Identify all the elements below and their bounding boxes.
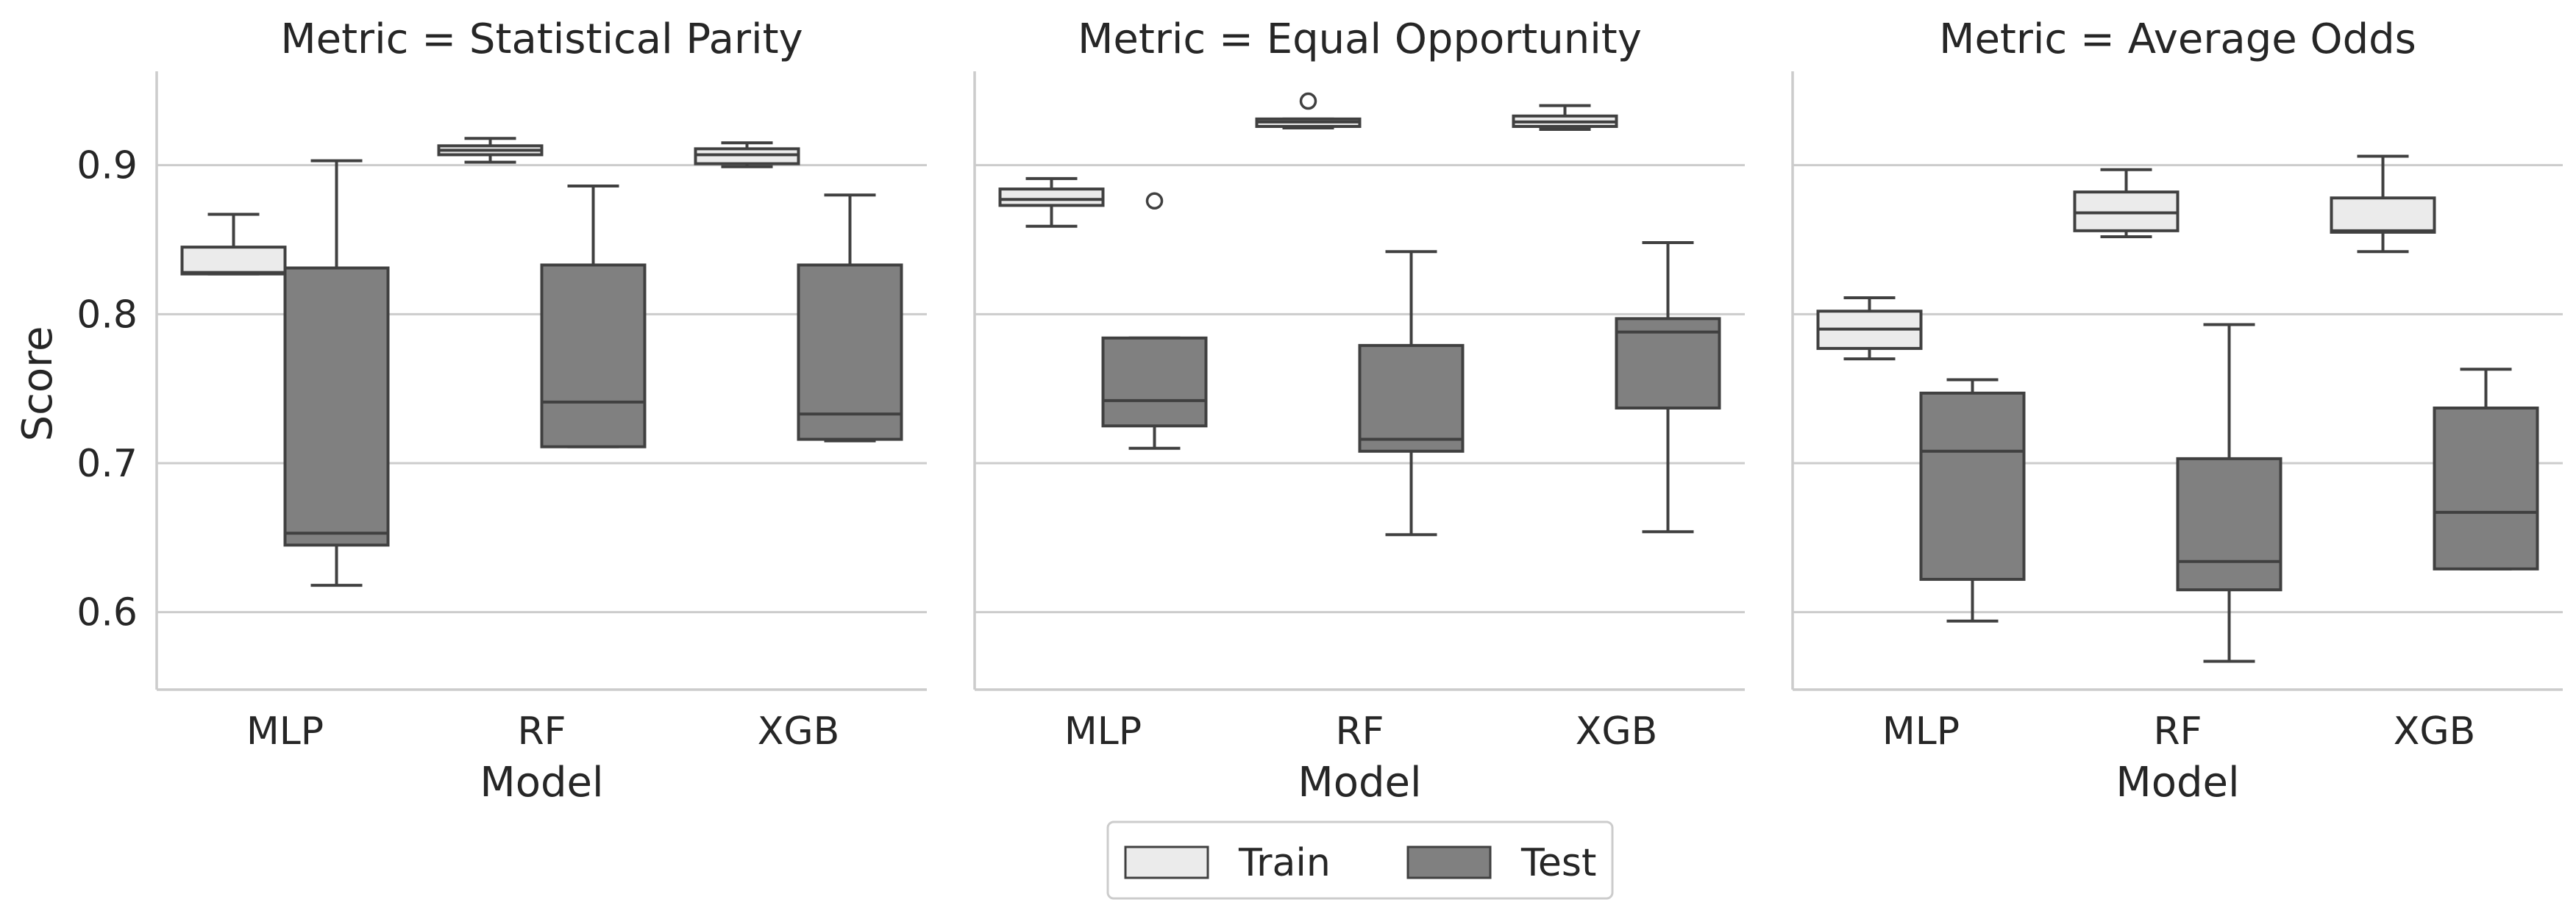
box-test-mlp: [283, 159, 390, 587]
box-train-mlp: [180, 212, 287, 276]
box-test-rf: [1358, 250, 1465, 537]
box-iqr: [1101, 336, 1208, 428]
x-tick-label-xgb: XGB: [758, 709, 840, 754]
y-tick-label: 0.6: [77, 591, 138, 635]
box-iqr: [1919, 391, 2026, 582]
box-iqr: [2433, 406, 2539, 571]
box-train-xgb: [2330, 154, 2436, 254]
x-tick-label-rf: RF: [517, 709, 566, 754]
x-axis-label: Model: [2116, 759, 2239, 807]
panel-3: MLP RF XGB Model Metric = Average Odds: [1791, 15, 2563, 807]
x-tick-label-rf: RF: [2153, 709, 2202, 754]
legend-swatch-train: [1124, 845, 1209, 879]
box-train-rf: [437, 137, 544, 164]
x-tick-label-mlp: MLP: [246, 709, 324, 754]
panel-title: Metric = Average Odds: [1939, 15, 2416, 63]
x-tick-label-mlp: MLP: [1064, 709, 1142, 754]
legend: Train Test: [1106, 820, 1614, 900]
box-test-xgb: [2433, 368, 2539, 571]
x-tick-label-rf: RF: [1335, 709, 1384, 754]
legend-frame: [1106, 820, 1614, 900]
box-train-rf: [2073, 168, 2180, 238]
box-train-mlp: [1816, 296, 1923, 361]
box-test-mlp: [1919, 378, 2026, 623]
panel-2: MLP RF XGB Model Metric = Equal Opportunity: [973, 15, 1745, 807]
panel-title: Metric = Equal Opportunity: [1078, 15, 1642, 63]
legend-label-test: Test: [1520, 841, 1596, 885]
box-iqr: [2073, 190, 2180, 232]
y-axis-label: Score: [14, 326, 62, 442]
box-iqr: [1358, 343, 1465, 453]
y-tick-label: 0.8: [77, 293, 138, 337]
panel-1: 0.6 0.7 0.8 0.9 MLP RF XGB Model Metric = Statis…: [77, 15, 927, 807]
x-axis-label: Model: [1298, 759, 1421, 807]
box-test-xgb: [1615, 241, 1721, 534]
box-iqr: [2176, 457, 2283, 592]
outlier-point: [1145, 192, 1164, 210]
y-tick-label: 0.9: [77, 144, 138, 188]
y-tick-label: 0.7: [77, 442, 138, 486]
box-iqr: [694, 147, 800, 165]
x-axis-label: Model: [480, 759, 603, 807]
panels-layer: 0.6 0.7 0.8 0.9 MLP RF XGB Model Metric = Statis…: [77, 15, 2563, 807]
box-test-rf: [540, 185, 647, 448]
box-iqr: [540, 263, 647, 448]
x-tick-label-xgb: XGB: [2394, 709, 2476, 754]
box-train-mlp: [998, 176, 1105, 228]
outlier-point: [1299, 92, 1317, 110]
box-test-mlp: [1101, 192, 1208, 450]
box-iqr: [283, 266, 390, 547]
box-train-rf: [1255, 92, 1362, 130]
box-iqr: [180, 246, 287, 276]
legend-label-train: Train: [1238, 841, 1331, 885]
box-train-xgb: [1512, 104, 1618, 132]
panel-title: Metric = Statistical Parity: [280, 15, 803, 63]
box-test-rf: [2176, 323, 2283, 663]
legend-swatch-test: [1406, 845, 1492, 879]
box-test-xgb: [797, 193, 903, 443]
box-iqr: [797, 263, 903, 441]
box-iqr: [2330, 196, 2436, 234]
box-iqr: [1615, 317, 1721, 410]
x-tick-label-xgb: XGB: [1576, 709, 1658, 754]
box-iqr: [998, 187, 1105, 207]
x-tick-label-mlp: MLP: [1882, 709, 1960, 754]
box-train-xgb: [694, 141, 800, 168]
